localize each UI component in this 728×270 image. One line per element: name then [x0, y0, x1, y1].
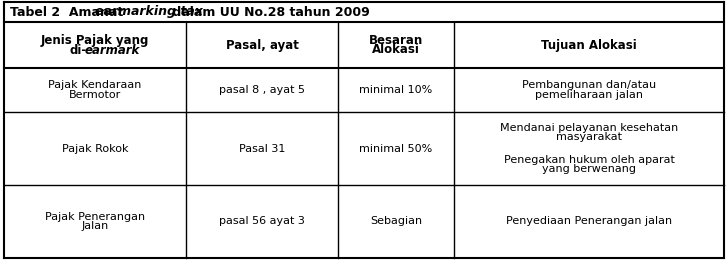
Text: Besaran: Besaran [369, 34, 423, 47]
Text: Sebagian: Sebagian [370, 217, 422, 227]
Text: Pembangunan dan/atau: Pembangunan dan/atau [522, 80, 656, 90]
Text: earmark: earmark [85, 44, 141, 57]
Text: Pasal 31: Pasal 31 [239, 143, 285, 154]
Text: dalam UU No.28 tahun 2009: dalam UU No.28 tahun 2009 [167, 5, 369, 19]
Text: Pajak Penerangan: Pajak Penerangan [45, 212, 145, 222]
Text: Bermotor: Bermotor [69, 89, 121, 100]
Text: yang berwenang: yang berwenang [542, 164, 636, 174]
Text: masyarakat: masyarakat [556, 132, 622, 142]
Text: Pasal, ayat: Pasal, ayat [226, 39, 298, 52]
Text: pasal 56 ayat 3: pasal 56 ayat 3 [219, 217, 305, 227]
Text: Penegakan hukum oleh aparat: Penegakan hukum oleh aparat [504, 155, 674, 165]
Text: minimal 10%: minimal 10% [360, 85, 432, 95]
Text: pasal 8 , ayat 5: pasal 8 , ayat 5 [219, 85, 305, 95]
Text: di-: di- [70, 44, 87, 57]
Text: Pajak Kendaraan: Pajak Kendaraan [48, 80, 142, 90]
Text: Tabel 2  Amanat: Tabel 2 Amanat [10, 5, 127, 19]
Text: minimal 50%: minimal 50% [360, 143, 432, 154]
Text: Pajak Rokok: Pajak Rokok [62, 143, 128, 154]
Text: Mendanai pelayanan kesehatan: Mendanai pelayanan kesehatan [500, 123, 678, 133]
Text: earmarking tax: earmarking tax [95, 5, 202, 19]
Text: Penyediaan Penerangan jalan: Penyediaan Penerangan jalan [506, 217, 672, 227]
Text: Alokasi: Alokasi [372, 43, 420, 56]
Text: Tujuan Alokasi: Tujuan Alokasi [541, 39, 637, 52]
Text: pemeliharaan jalan: pemeliharaan jalan [535, 89, 643, 100]
Text: Jenis Pajak yang: Jenis Pajak yang [41, 34, 149, 47]
Text: Jalan: Jalan [82, 221, 108, 231]
